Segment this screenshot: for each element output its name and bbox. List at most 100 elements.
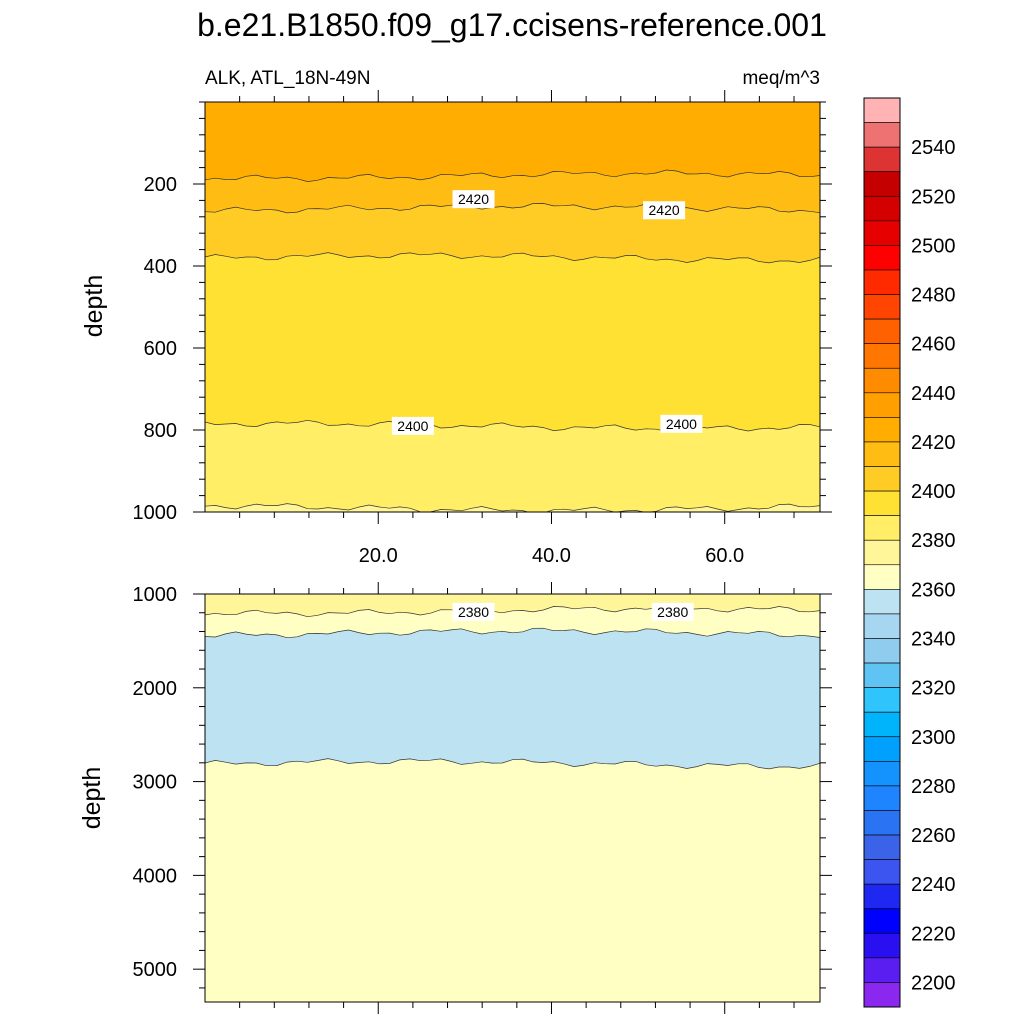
contour-line (205, 252, 820, 264)
contour-line (205, 503, 820, 512)
svg-text:2380: 2380 (458, 604, 489, 620)
colorbar-label: 2380 (911, 530, 956, 552)
upper-y-axis-label: depth (80, 275, 108, 338)
colorbar-label: 2420 (911, 432, 956, 454)
variable-label: ALK, ATL_18N-49N (205, 68, 370, 89)
contour-label: 2400 (660, 414, 703, 433)
colorbar-swatch (863, 441, 901, 467)
colorbar-swatch (863, 883, 901, 910)
chart-title: b.e21.B1850.f09_g17.ccisens-reference.00… (197, 7, 827, 43)
colorbar-swatch (863, 294, 901, 320)
plot-frame (204, 101, 821, 513)
svg-text:2400: 2400 (666, 416, 697, 432)
svg-text:2420: 2420 (649, 202, 680, 218)
colorbar-label: 2320 (911, 678, 956, 700)
contour-line (205, 758, 820, 770)
contour-label: 2420 (452, 190, 495, 209)
colorbar-swatch (863, 367, 901, 394)
units-label: meq/m^3 (742, 68, 820, 89)
colorbar-swatch (863, 466, 901, 492)
contour-line (205, 604, 820, 618)
colorbar-label: 2240 (911, 874, 956, 896)
colorbar-swatch (863, 515, 901, 541)
x-tick-label: 60.0 (705, 545, 744, 567)
lower-depth-panel: 1000 2000 3000 4000 5000 2380 2380 (133, 582, 832, 1014)
colorbar-swatch (863, 417, 901, 443)
svg-text:2420: 2420 (458, 191, 489, 207)
colorbar-swatch (863, 171, 901, 197)
y-tick-label: 200 (144, 174, 177, 196)
y-tick-label: 5000 (133, 959, 178, 981)
colorbar-label: 2460 (911, 334, 956, 356)
colorbar-swatch (863, 908, 901, 934)
contour-band (205, 758, 820, 1002)
contour-label: 2420 (643, 201, 686, 220)
colorbar-swatch (863, 195, 901, 222)
contour-line (205, 203, 820, 214)
colorbar-swatch (863, 343, 901, 369)
plot-frame (204, 593, 821, 1003)
colorbar-swatch (863, 318, 901, 344)
y-tick-label: 600 (144, 338, 177, 360)
colorbar-swatch (863, 687, 901, 713)
colorbar-swatch (863, 711, 901, 738)
colorbar-swatch (863, 785, 901, 811)
colorbar-swatch (863, 589, 901, 615)
svg-text:2380: 2380 (657, 604, 688, 620)
svg-text:2400: 2400 (397, 418, 428, 434)
colorbar-swatch (863, 490, 901, 516)
colorbar-swatch (863, 982, 901, 1008)
contour-label: 2380 (452, 602, 495, 621)
y-tick-label: 2000 (133, 678, 178, 700)
contour-label: 2380 (651, 602, 694, 621)
y-tick-label: 400 (144, 256, 177, 278)
colorbar-swatch (863, 638, 901, 664)
colorbar-swatch (863, 539, 901, 566)
y-tick-label: 800 (144, 420, 177, 442)
colorbar-swatch (863, 761, 901, 787)
colorbar-label: 2440 (911, 383, 956, 405)
colorbar-label: 2360 (911, 579, 956, 601)
colorbar-label: 2260 (911, 825, 956, 847)
colorbar-swatch (863, 736, 901, 762)
contour-band (205, 420, 820, 512)
colorbar-swatch (863, 220, 901, 246)
colorbar-label: 2300 (911, 727, 956, 749)
y-tick-label: 3000 (133, 772, 178, 794)
colorbar-swatch (863, 810, 901, 836)
colorbar-swatch (863, 859, 901, 885)
colorbar-swatch (863, 269, 901, 295)
contour-line (205, 627, 820, 639)
contour-line (205, 419, 820, 432)
colorbar-swatch (863, 146, 901, 173)
x-tick-label: 20.0 (359, 545, 398, 567)
contour-line (205, 169, 820, 182)
colorbar-swatch (863, 564, 901, 590)
y-tick-label: 1000 (133, 502, 178, 524)
x-tick-label: 40.0 (532, 545, 571, 567)
colorbar-label: 2400 (911, 481, 956, 503)
colorbar-swatch (863, 97, 901, 123)
colorbar-label: 2220 (911, 923, 956, 945)
contour-label: 2400 (391, 416, 434, 435)
colorbar-label: 2480 (911, 285, 956, 307)
colorbar-swatch (863, 662, 901, 688)
lower-y-axis-label: depth (78, 767, 106, 830)
colorbar-label: 2200 (911, 972, 956, 994)
colorbar-swatch (863, 122, 901, 148)
colorbar: 2540 2520 2500 2480 2460 2440 2420 2400 2380 2360… (863, 97, 956, 1008)
colorbar-swatch (863, 392, 901, 418)
colorbar-swatch (863, 834, 901, 860)
colorbar-swatch (863, 957, 901, 983)
colorbar-label: 2540 (911, 137, 956, 159)
colorbar-swatch (863, 245, 901, 271)
colorbar-label: 2500 (911, 235, 956, 257)
contour-band (205, 503, 820, 512)
y-tick-label: 1000 (133, 584, 178, 606)
colorbar-label: 2280 (911, 776, 956, 798)
colorbar-label: 2520 (911, 186, 956, 208)
colorbar-swatch (863, 613, 901, 639)
upper-depth-panel: 200 400 600 800 1000 20.0 40.0 60.0 2420 2420 2400… (133, 90, 832, 567)
y-tick-label: 4000 (133, 865, 178, 887)
